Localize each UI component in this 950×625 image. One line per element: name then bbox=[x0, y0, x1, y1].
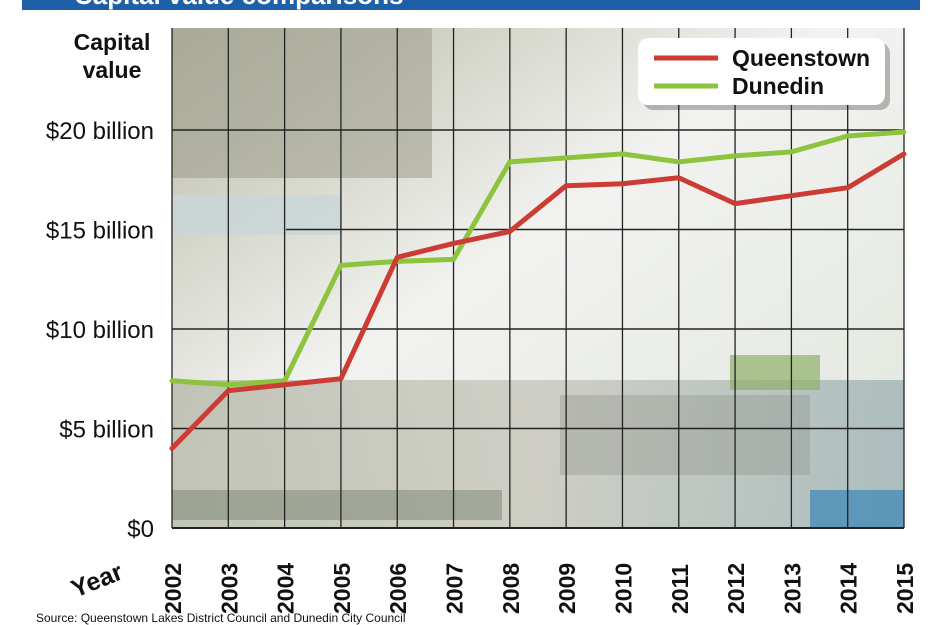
x-tick-label: 2011 bbox=[667, 564, 693, 614]
data-point-queenstown bbox=[339, 377, 343, 381]
title-bar: Capital value comparisons bbox=[22, 0, 920, 10]
x-tick-label: 2009 bbox=[554, 563, 580, 614]
x-tick-label: 2004 bbox=[273, 563, 299, 614]
series-line-dunedin bbox=[169, 129, 907, 388]
data-point-dunedin bbox=[452, 257, 456, 261]
data-point-queenstown bbox=[283, 383, 287, 387]
data-point-queenstown bbox=[902, 152, 906, 156]
data-point-dunedin bbox=[789, 150, 793, 154]
x-axis-title: Year bbox=[67, 558, 127, 604]
x-tick-label: 2014 bbox=[836, 563, 862, 614]
x-tick-label: 2007 bbox=[442, 563, 468, 614]
x-tick-label: 2012 bbox=[723, 563, 749, 614]
data-point-dunedin bbox=[902, 130, 906, 134]
data-point-queenstown bbox=[733, 202, 737, 206]
data-point-queenstown bbox=[620, 182, 624, 186]
data-point-queenstown bbox=[452, 241, 456, 245]
data-point-dunedin bbox=[733, 154, 737, 158]
data-point-queenstown bbox=[677, 176, 681, 180]
data-point-dunedin bbox=[620, 152, 624, 156]
y-tick-label: $5 billion bbox=[59, 417, 154, 444]
chart-title: Capital value comparisons bbox=[74, 0, 403, 10]
x-tick-label: 2015 bbox=[892, 563, 918, 614]
legend-label: Queenstown bbox=[732, 45, 870, 71]
y-axis-title-word: Capital bbox=[74, 29, 151, 55]
data-point-queenstown bbox=[395, 255, 399, 259]
y-axis-title-word: value bbox=[83, 57, 142, 83]
legend-label: Dunedin bbox=[732, 73, 824, 99]
data-point-queenstown bbox=[226, 389, 230, 393]
data-point-dunedin bbox=[339, 263, 343, 267]
x-tick-label: 2005 bbox=[329, 563, 355, 614]
data-point-queenstown bbox=[564, 184, 568, 188]
data-point-dunedin bbox=[283, 379, 287, 383]
data-point-dunedin bbox=[846, 134, 850, 138]
data-point-queenstown bbox=[789, 194, 793, 198]
x-tick-label: 2013 bbox=[779, 563, 805, 614]
x-tick-label: 2010 bbox=[610, 563, 636, 614]
data-point-dunedin bbox=[170, 379, 174, 383]
data-point-queenstown bbox=[508, 229, 512, 233]
series-line-queenstown bbox=[169, 151, 907, 451]
data-point-queenstown bbox=[846, 186, 850, 190]
y-tick-label: $0 bbox=[127, 516, 154, 543]
y-tick-label: $10 billion bbox=[46, 317, 154, 344]
y-tick-label: $15 billion bbox=[46, 218, 154, 245]
x-tick-label: 2006 bbox=[385, 563, 411, 614]
x-tick-label: 2003 bbox=[216, 563, 242, 614]
photo-background bbox=[172, 28, 904, 528]
data-point-dunedin bbox=[226, 383, 230, 387]
y-axis-title-line1: Capital value bbox=[74, 29, 151, 83]
data-point-dunedin bbox=[564, 156, 568, 160]
data-point-queenstown bbox=[170, 446, 174, 450]
source-note: Source: Queenstown Lakes District Counci… bbox=[36, 611, 406, 625]
x-tick-label: 2002 bbox=[160, 563, 186, 614]
x-tick-label: 2008 bbox=[498, 563, 524, 614]
data-point-dunedin bbox=[677, 160, 681, 164]
data-point-dunedin bbox=[508, 160, 512, 164]
y-tick-label: $20 billion bbox=[46, 118, 154, 145]
